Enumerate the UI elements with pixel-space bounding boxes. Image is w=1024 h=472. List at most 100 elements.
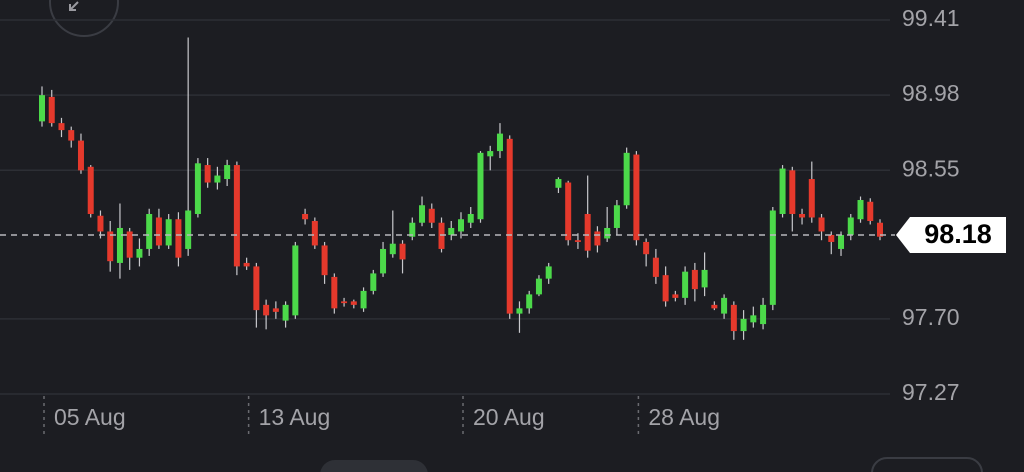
candle-body (867, 201, 874, 221)
candle-body (487, 151, 494, 157)
x-tick-label: 20 Aug (473, 404, 545, 430)
candle-body (730, 304, 737, 332)
candle-body (789, 170, 796, 214)
y-tick-label: 97.70 (902, 304, 960, 330)
candle-body (545, 266, 552, 279)
candle-body (701, 269, 708, 288)
candle-body (808, 179, 815, 218)
candle-body (594, 231, 601, 246)
x-tick-label: 28 Aug (648, 404, 720, 430)
candle-body (604, 227, 611, 239)
candle-body (204, 165, 211, 183)
candle-body (116, 227, 123, 263)
collapse-button[interactable] (49, 0, 119, 37)
candle-body (769, 210, 776, 305)
candle-body (58, 123, 65, 131)
candle-body (838, 234, 845, 249)
plot (0, 19, 890, 436)
candle-body (165, 219, 172, 246)
candle-body (779, 168, 786, 214)
candle-body (652, 257, 659, 277)
candle-body (613, 205, 620, 228)
candle-body (877, 222, 883, 237)
candle-body (682, 271, 689, 298)
last-price-label: 98.18 (924, 219, 992, 249)
collapse-icon (69, 1, 79, 11)
candle-body (535, 278, 542, 295)
candle-body (633, 154, 640, 241)
candle-body (214, 175, 221, 183)
candle-body (857, 200, 864, 220)
y-tick-label: 98.98 (902, 80, 960, 106)
candle-body (146, 213, 153, 249)
y-tick-label: 97.27 (902, 379, 960, 405)
candle-body (477, 152, 484, 220)
candle-body (350, 301, 357, 305)
candle-body (428, 208, 435, 223)
candle-body (263, 304, 270, 316)
candle-body (740, 318, 747, 332)
candle-body (155, 217, 162, 246)
candle-body (311, 220, 318, 246)
candle-body (516, 308, 523, 314)
candle-body (828, 234, 835, 242)
x-tick-label: 05 Aug (54, 404, 126, 430)
candle-body (224, 165, 231, 180)
candle-body (409, 222, 416, 237)
candle-body (438, 222, 445, 249)
candle-body (818, 217, 825, 232)
candle-body (847, 217, 854, 235)
candle-body (565, 182, 572, 241)
candle-body (623, 152, 630, 206)
candle-body (555, 179, 562, 188)
candle-body (760, 304, 767, 325)
candle-body (399, 243, 406, 260)
candle-body (272, 308, 279, 312)
candle-body (750, 315, 757, 323)
candle-body (448, 227, 455, 235)
y-tick-label: 99.41 (902, 5, 960, 31)
toolbar-pill[interactable] (871, 457, 983, 472)
candle-body (711, 304, 718, 309)
toolbar-pill[interactable] (320, 460, 428, 472)
candle-body (136, 248, 143, 258)
candle-body (584, 213, 591, 251)
candle-body (496, 133, 503, 152)
candle-body (243, 262, 250, 267)
candle-body (233, 165, 240, 267)
candle-body (253, 266, 260, 311)
candle-body (282, 304, 289, 321)
last-price-tag (896, 216, 1006, 253)
candle-body (643, 241, 650, 255)
candle-body (321, 245, 328, 276)
candle-body (97, 215, 104, 232)
candle-body (506, 138, 513, 314)
candle-body (574, 240, 581, 242)
candle-body (175, 219, 182, 258)
candle-body (370, 273, 377, 291)
candle-body (68, 130, 75, 141)
candle-body (302, 213, 309, 220)
candle-body (77, 140, 84, 171)
candle-body (341, 301, 348, 304)
candle-body (107, 231, 114, 262)
candle-body (467, 213, 474, 223)
candle-body (87, 166, 94, 214)
candle-body (48, 96, 55, 124)
candle-body (691, 269, 698, 290)
candle-body (389, 243, 396, 255)
candle-body (185, 210, 192, 249)
candle-body (662, 275, 669, 302)
candle-body (292, 245, 299, 316)
candle-body (721, 297, 728, 314)
candle-body (458, 219, 464, 232)
candle-body (331, 276, 338, 309)
x-tick-label: 13 Aug (259, 404, 331, 430)
candle-body (360, 290, 367, 309)
y-tick-label: 98.55 (902, 155, 960, 181)
candle-body (526, 294, 533, 309)
candle-body (419, 205, 426, 223)
candle-body (380, 248, 387, 274)
